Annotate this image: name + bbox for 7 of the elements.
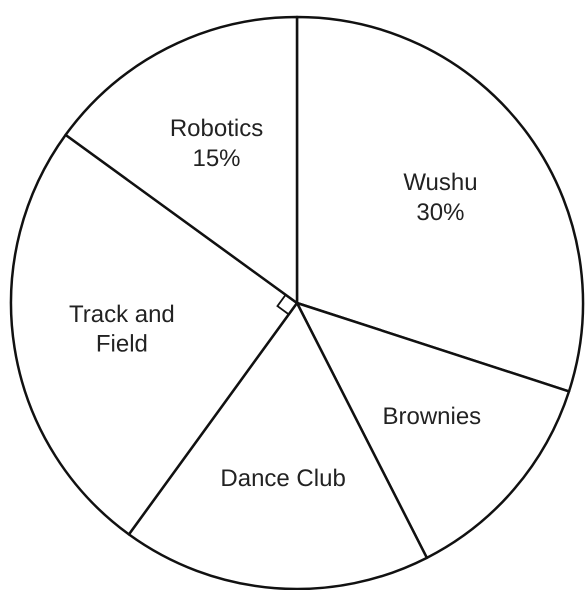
data-label: 15%: [192, 145, 241, 172]
slice-label: Brownies: [382, 404, 482, 431]
slice-label: Wushu: [403, 169, 478, 196]
slice-label: Track and Field: [68, 301, 175, 358]
data-label: 30%: [416, 199, 464, 226]
slice-label: Dance Club: [220, 465, 346, 492]
slice-label: Robotics: [170, 115, 264, 142]
